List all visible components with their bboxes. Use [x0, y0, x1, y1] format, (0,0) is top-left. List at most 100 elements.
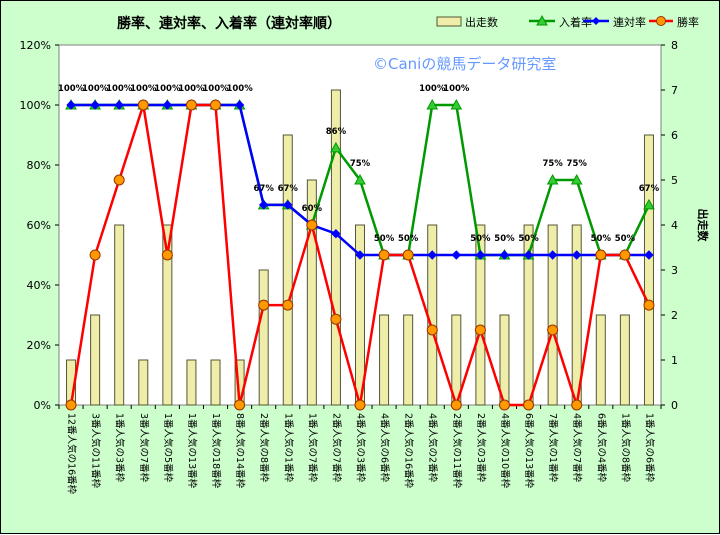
data-label: 50%	[494, 234, 515, 244]
point-入着率	[450, 98, 463, 110]
data-label: 50%	[591, 234, 612, 244]
x-axis-category-label: 2番人気の16番枠	[403, 413, 415, 489]
x-axis-category-label: 2番人気の11番枠	[451, 413, 463, 489]
x-axis-category-label: 4番人気の6番枠	[379, 413, 391, 483]
x-axis-category-label: 4番人気の7番枠	[571, 413, 583, 483]
point-勝率	[89, 249, 101, 261]
point-連対率	[499, 250, 510, 260]
bar-出走数	[619, 314, 630, 406]
y2-axis-tick-label: 6	[671, 129, 678, 142]
data-label: 100%	[130, 84, 157, 94]
y2-axis-tick-label: 1	[671, 354, 678, 367]
legend-label: 勝率	[677, 15, 699, 29]
data-label: 50%	[398, 234, 419, 244]
data-label: 50%	[615, 234, 636, 244]
point-勝率	[330, 313, 342, 325]
data-label: 75%	[567, 159, 588, 169]
point-勝率	[643, 299, 655, 311]
point-勝率	[354, 399, 366, 411]
x-axis-category-label: 3番人気の11番枠	[90, 413, 102, 489]
x-axis-category-label: 2番人気の7番枠	[330, 413, 342, 483]
y2-axis-tick-label: 3	[671, 264, 678, 277]
point-入着率	[354, 173, 366, 185]
legend-label: 連対率	[613, 15, 646, 29]
x-axis-category-label: 1番人気の6番枠	[643, 413, 655, 483]
point-入着率	[426, 98, 439, 110]
point-勝率	[161, 249, 173, 261]
point-勝率	[65, 399, 77, 411]
point-勝率	[547, 324, 559, 336]
legend-swatch-marker	[656, 16, 666, 26]
point-連対率	[283, 200, 293, 210]
y-axis-tick-label: 120%	[20, 39, 51, 52]
point-勝率	[210, 99, 222, 111]
x-axis-category-label: 4番人気の2番枠	[427, 413, 439, 483]
point-連対率	[475, 250, 486, 260]
point-連対率	[234, 100, 245, 110]
y2-axis-tick-label: 5	[671, 174, 678, 187]
y-axis-tick-label: 60%	[27, 219, 51, 232]
y-axis-tick-label: 40%	[27, 279, 51, 292]
point-勝率	[595, 249, 607, 261]
point-勝率	[185, 99, 197, 111]
x-axis-category-label: 1番人気の5番枠	[162, 413, 174, 483]
point-勝率	[474, 324, 486, 336]
x-axis-category-label: 4番人気の10番枠	[499, 413, 511, 489]
point-連対率	[90, 100, 100, 110]
legend-swatch-bar	[436, 16, 462, 27]
point-連対率	[644, 250, 654, 260]
x-axis-category-label: 1番人気の18番枠	[210, 413, 222, 489]
data-label: 100%	[443, 84, 470, 94]
point-勝率	[378, 249, 390, 261]
point-勝率	[571, 399, 583, 411]
point-連対率	[258, 200, 269, 210]
bar-出走数	[403, 314, 414, 406]
data-label: 67%	[278, 184, 299, 194]
x-axis-category-label: 4番人気の3番枠	[355, 413, 367, 483]
point-勝率	[258, 299, 270, 311]
data-label: 75%	[350, 159, 371, 169]
bar-出走数	[306, 179, 317, 406]
data-label: 50%	[470, 234, 491, 244]
point-連対率	[355, 250, 365, 260]
bar-出走数	[138, 359, 149, 406]
x-axis-category-label: 7番人気の1番枠	[547, 413, 559, 483]
point-入着率	[570, 173, 583, 185]
bar-出走数	[330, 89, 341, 406]
data-label: 100%	[226, 84, 253, 94]
y-axis-tick-label: 0%	[34, 399, 51, 412]
bar-出走数	[210, 359, 221, 406]
watermark-text: ©Caniの競馬データ研究室	[373, 55, 556, 73]
point-勝率	[426, 324, 438, 336]
data-label: 67%	[254, 184, 275, 194]
data-label: 50%	[374, 234, 395, 244]
y2-axis-tick-label: 8	[671, 39, 678, 52]
data-label: 67%	[639, 184, 660, 194]
point-連対率	[572, 250, 582, 260]
data-label: 75%	[542, 159, 563, 169]
x-axis-category-label: 1番人気の3番枠	[114, 413, 126, 483]
x-axis-category-label: 1番人気の7番枠	[306, 413, 318, 483]
data-label: 86%	[326, 127, 347, 137]
data-label: 100%	[154, 84, 181, 94]
y2-axis-label: 出走数	[696, 209, 710, 243]
chart-title: 勝率、連対率、入着率（連対率順）	[117, 15, 341, 32]
point-連対率	[114, 100, 124, 110]
data-label: 100%	[82, 84, 109, 94]
point-勝率	[619, 249, 631, 261]
bar-出走数	[114, 224, 125, 406]
bar-出走数	[547, 224, 558, 406]
y2-axis-tick-label: 2	[671, 309, 678, 322]
bar-出走数	[475, 224, 486, 406]
y-axis-tick-label: 100%	[20, 99, 51, 112]
point-入着率	[546, 173, 559, 185]
legend-label: 入着率	[559, 15, 592, 29]
bar-出走数	[258, 269, 269, 406]
y2-axis-tick-label: 7	[671, 84, 678, 97]
point-連対率	[66, 100, 76, 110]
legend-swatch-marker	[536, 14, 548, 26]
point-勝率	[523, 399, 535, 411]
point-勝率	[498, 399, 510, 411]
point-勝率	[306, 219, 318, 231]
